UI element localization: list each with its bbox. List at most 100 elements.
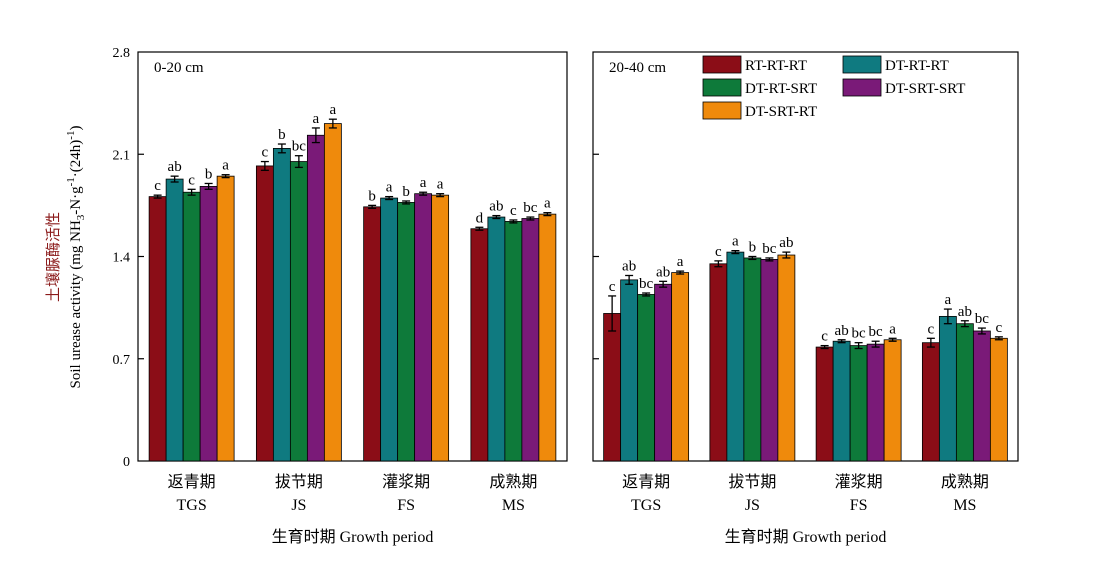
bar xyxy=(199,185,218,462)
significance-letter: a xyxy=(677,254,684,270)
significance-letter: a xyxy=(330,102,337,118)
significance-letter: a xyxy=(313,111,320,127)
significance-letter: a xyxy=(386,180,393,196)
significance-letter: bc xyxy=(852,326,867,342)
bar xyxy=(521,218,540,462)
x-tick-label-en: JS xyxy=(745,497,760,514)
bar xyxy=(431,194,450,462)
bar xyxy=(671,272,690,462)
bar xyxy=(760,259,779,462)
significance-letter: c xyxy=(996,320,1003,336)
y-tick-label: 2.1 xyxy=(113,148,131,163)
x-tick-label-en: JS xyxy=(291,497,306,514)
y-axis-title-cn: 土壤脲酶活性 xyxy=(44,212,62,302)
significance-letter: ab xyxy=(958,304,972,320)
panel-title: 0-20 cm xyxy=(154,60,204,76)
x-tick-label-cn: 拔节期 xyxy=(728,473,776,491)
bar xyxy=(726,251,745,462)
significance-letter: b xyxy=(205,166,213,182)
y-axis-title-en: Soil urease activity (mg NH3-N·g-1·(24h)… xyxy=(65,126,87,389)
legend-label: DT-SRT-SRT xyxy=(885,81,965,97)
significance-letter: b xyxy=(402,184,410,200)
significance-letter: b xyxy=(749,240,757,256)
bar xyxy=(414,193,433,462)
significance-letter: ab xyxy=(835,323,849,339)
bar xyxy=(323,123,342,462)
x-axis-title: 生育时期 Growth period xyxy=(272,528,434,546)
bar xyxy=(654,283,673,462)
significance-letter: a xyxy=(732,234,739,250)
significance-letter: a xyxy=(544,196,551,212)
bar xyxy=(849,345,868,462)
bar xyxy=(363,206,382,462)
legend-label: RT-RT-RT xyxy=(745,58,807,74)
bar xyxy=(182,191,201,462)
x-tick-label-en: TGS xyxy=(631,497,661,514)
bar xyxy=(955,323,974,462)
significance-letter: a xyxy=(437,177,444,193)
legend-item: RT-RT-RT xyxy=(702,55,807,74)
bar xyxy=(637,294,656,462)
bar xyxy=(815,346,834,462)
bar xyxy=(743,257,762,462)
legend-swatch xyxy=(702,78,742,97)
significance-letter: ab xyxy=(622,258,636,274)
legend-item: DT-RT-RT xyxy=(842,55,949,74)
significance-letter: c xyxy=(928,321,935,337)
significance-letter: c xyxy=(262,145,269,161)
significance-letter: bc xyxy=(523,200,538,216)
bar xyxy=(866,343,885,462)
bar xyxy=(972,330,991,462)
legend-label: DT-RT-RT xyxy=(885,58,949,74)
significance-letter: ab xyxy=(168,159,182,175)
x-tick-label-en: MS xyxy=(953,497,976,514)
legend-label: DT-SRT-RT xyxy=(745,104,817,120)
x-tick-label-cn: 返青期 xyxy=(168,473,216,491)
bar xyxy=(603,313,622,462)
bar xyxy=(289,161,308,462)
x-tick-label-en: TGS xyxy=(177,497,207,514)
bar xyxy=(148,196,167,462)
bar xyxy=(397,202,416,462)
significance-letter: b xyxy=(368,188,376,204)
bar xyxy=(306,134,325,462)
x-tick-label-en: FS xyxy=(850,497,868,514)
x-tick-label-en: MS xyxy=(502,497,525,514)
significance-letter: a xyxy=(945,292,952,308)
x-tick-label-cn: 拔节期 xyxy=(275,473,323,491)
legend-swatch xyxy=(842,78,882,97)
significance-letter: bc xyxy=(869,324,884,340)
significance-letter: a xyxy=(420,175,427,191)
legend: RT-RT-RT DT-RT-RT DT-RT-SRT DT-SRT-SRT DT-SR… xyxy=(702,55,965,120)
bar xyxy=(255,165,274,462)
significance-letter: ab xyxy=(489,199,503,215)
y-tick-label: 0 xyxy=(123,455,130,470)
significance-letter: c xyxy=(609,279,616,295)
bar xyxy=(487,216,506,462)
bar xyxy=(620,279,639,462)
legend-swatch xyxy=(702,55,742,74)
significance-letter: bc xyxy=(975,311,990,327)
x-tick-label-cn: 成熟期 xyxy=(489,473,537,491)
x-tick-label-cn: 灌浆期 xyxy=(382,473,430,491)
bar xyxy=(380,197,399,462)
bar xyxy=(832,340,851,462)
significance-letter: bc xyxy=(762,241,777,257)
x-tick-label-cn: 灌浆期 xyxy=(835,473,883,491)
significance-letter: bc xyxy=(292,139,307,155)
legend-label: DT-RT-SRT xyxy=(745,81,817,97)
bar xyxy=(989,337,1008,462)
x-tick-label-cn: 返青期 xyxy=(622,473,670,491)
bar xyxy=(538,213,557,462)
significance-letter: ab xyxy=(656,264,670,280)
bar xyxy=(883,339,902,462)
x-axis-title: 生育时期 Growth period xyxy=(725,528,887,546)
significance-letter: c xyxy=(510,203,517,219)
bar xyxy=(470,228,489,462)
significance-letter: bc xyxy=(639,276,654,292)
x-tick-label-en: FS xyxy=(397,497,415,514)
significance-letter: b xyxy=(278,127,286,143)
